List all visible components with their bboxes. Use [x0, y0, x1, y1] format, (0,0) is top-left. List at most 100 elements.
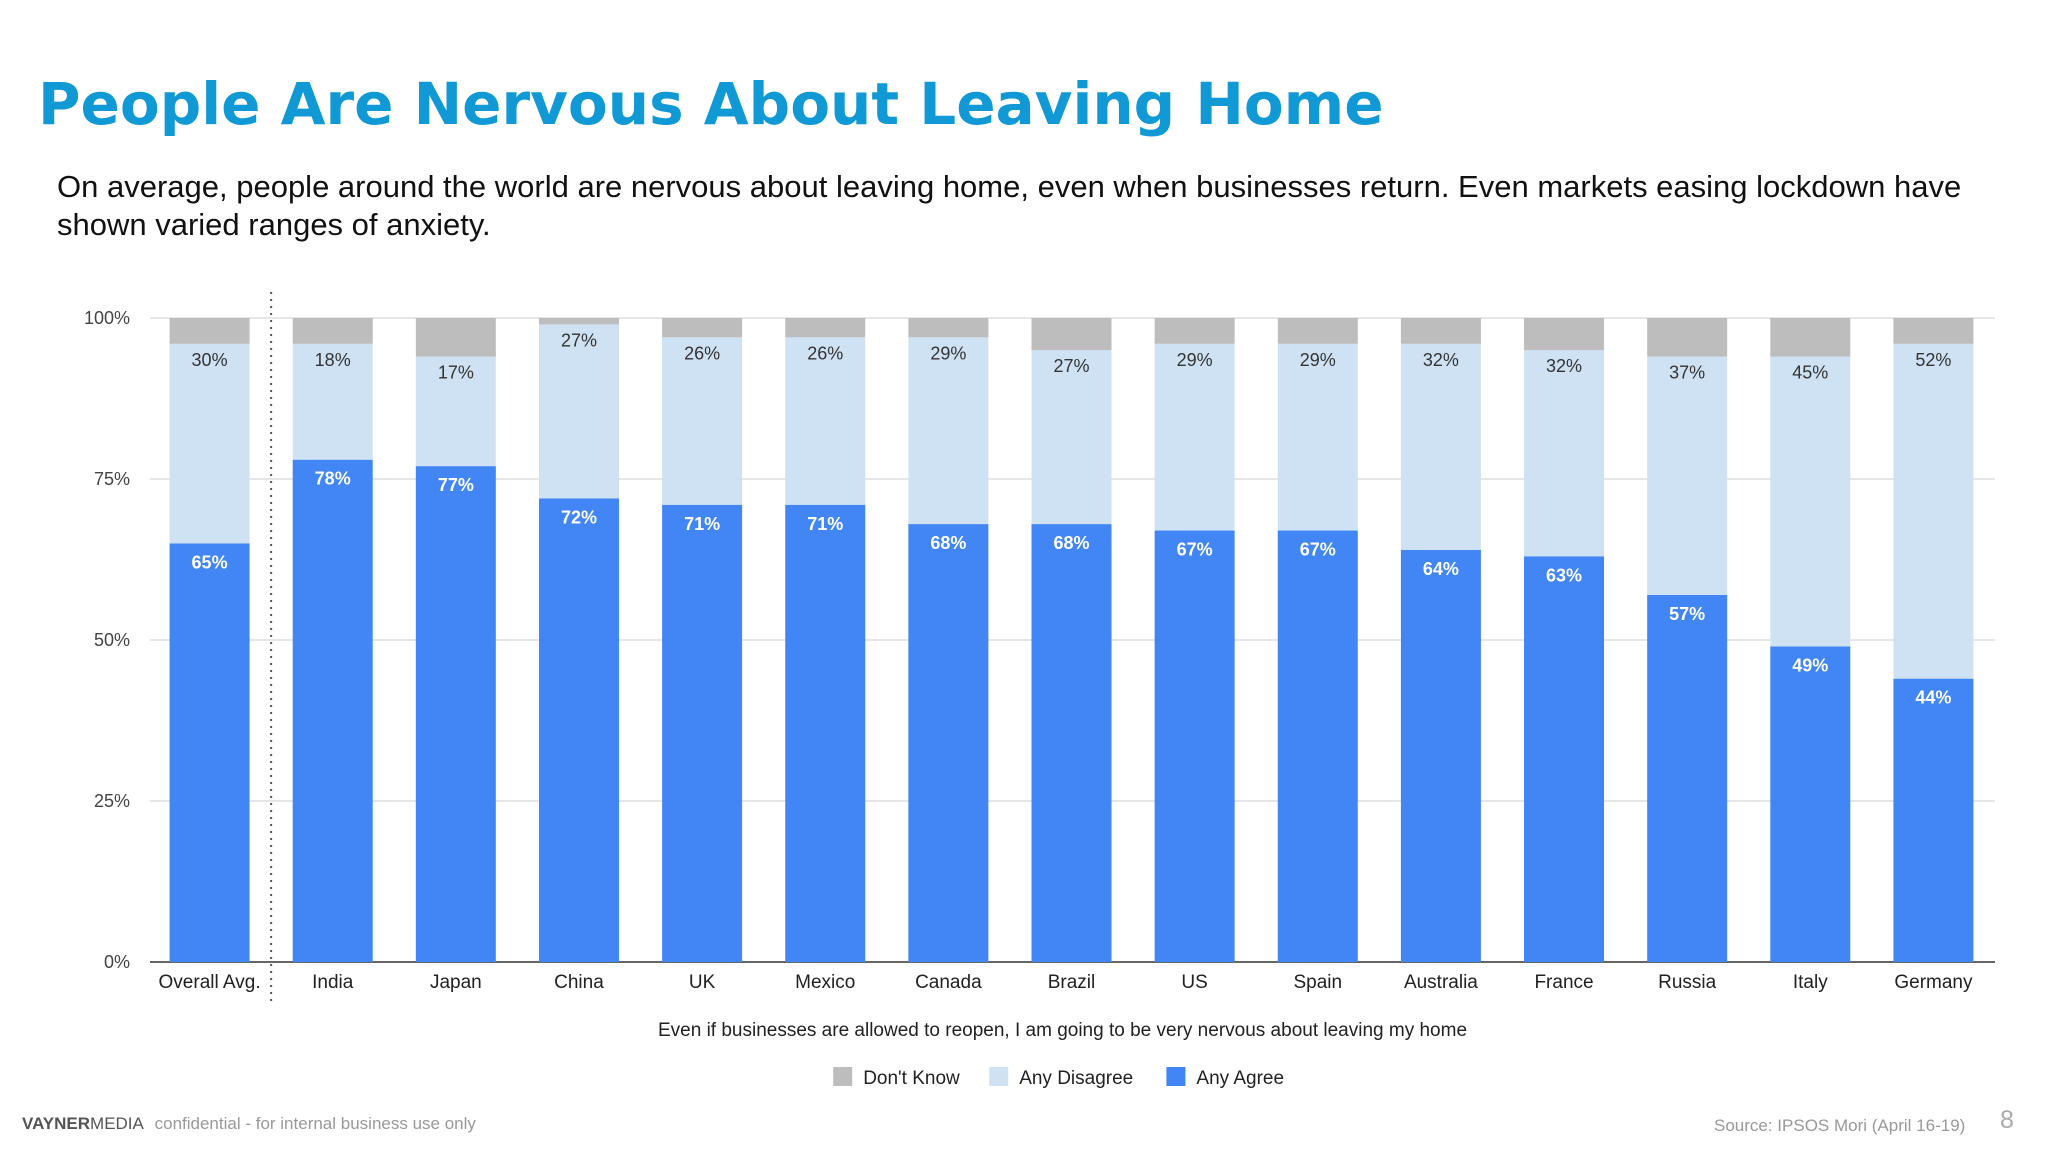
- bar-any-disagree: [662, 337, 743, 505]
- bar-any-agree: [1400, 549, 1481, 962]
- bar-don-t-know: [908, 318, 989, 338]
- bar-any-disagree: [1154, 343, 1235, 531]
- chart-container: 0% 25% 50% 75% 100% 65% 30% Overall Avg. 78% 18% I…: [40, 290, 2020, 1115]
- y-tick-label: 25%: [94, 791, 130, 811]
- data-label-agree: 65%: [192, 552, 228, 572]
- bar-don-t-know: [1770, 318, 1851, 357]
- x-tick-label: France: [1534, 972, 1593, 993]
- bar-any-disagree: [415, 356, 496, 467]
- page-title: People Are Nervous About Leaving Home: [38, 70, 1384, 138]
- bar-any-agree: [662, 504, 743, 962]
- data-label-disagree: 52%: [1915, 350, 1951, 370]
- x-tick-label: UK: [689, 972, 716, 993]
- bar-don-t-know: [538, 318, 619, 325]
- x-tick-label: Japan: [430, 972, 482, 993]
- bar-any-agree: [785, 504, 866, 962]
- bar-don-t-know: [1400, 318, 1481, 344]
- footer-confidential: VAYNERMEDIA confidential - for internal …: [22, 1114, 476, 1134]
- x-tick-label: Canada: [915, 972, 982, 993]
- bar-any-agree: [1154, 530, 1235, 962]
- data-label-agree: 71%: [807, 514, 843, 534]
- y-tick-label: 100%: [84, 308, 130, 328]
- legend-label: Any Disagree: [1019, 1068, 1133, 1089]
- bar-any-agree: [292, 459, 373, 962]
- bar-any-agree: [1277, 530, 1358, 962]
- page-subtitle: On average, people around the world are …: [57, 169, 1962, 242]
- x-tick-label: Mexico: [795, 972, 855, 993]
- data-label-disagree: 30%: [192, 350, 228, 370]
- data-label-agree: 71%: [684, 514, 720, 534]
- x-tick-label: Russia: [1658, 972, 1717, 993]
- bar-any-disagree: [1893, 343, 1974, 679]
- bar-don-t-know: [1647, 318, 1728, 357]
- data-label-agree: 57%: [1669, 604, 1705, 624]
- data-label-agree: 63%: [1546, 565, 1582, 585]
- data-label-disagree: 37%: [1669, 363, 1705, 383]
- bar-any-agree: [1647, 594, 1728, 962]
- bar-don-t-know: [292, 318, 373, 344]
- data-label-agree: 64%: [1423, 559, 1459, 579]
- bar-any-disagree: [292, 343, 373, 460]
- data-label-agree: 68%: [1053, 533, 1089, 553]
- bar-any-disagree: [538, 324, 619, 499]
- bar-any-disagree: [785, 337, 866, 505]
- x-tick-label: Germany: [1894, 972, 1973, 993]
- x-tick-label: US: [1181, 972, 1207, 993]
- bar-any-disagree: [1031, 350, 1112, 525]
- data-label-disagree: 27%: [1053, 356, 1089, 376]
- data-label-disagree: 29%: [1300, 350, 1336, 370]
- legend-swatch: [1166, 1067, 1186, 1086]
- y-tick-label: 75%: [94, 469, 130, 489]
- x-tick-label: India: [312, 972, 354, 993]
- x-tick-label: Italy: [1793, 972, 1828, 993]
- bar-any-disagree: [1524, 350, 1605, 557]
- legend-swatch: [989, 1067, 1009, 1086]
- x-tick-label: Australia: [1404, 972, 1478, 993]
- legend-label: Don't Know: [863, 1068, 960, 1089]
- bar-any-agree: [1031, 524, 1112, 962]
- data-label-disagree: 18%: [315, 350, 351, 370]
- source-note: Source: IPSOS Mori (April 16-19): [1714, 1116, 1966, 1135]
- data-label-agree: 72%: [561, 507, 597, 527]
- x-axis-title: Even if businesses are allowed to reopen…: [658, 1020, 1467, 1041]
- bar-any-disagree: [1770, 356, 1851, 647]
- bar-don-t-know: [662, 318, 743, 338]
- page-number: 8: [2000, 1106, 2014, 1134]
- bar-don-t-know: [415, 318, 496, 357]
- bar-any-disagree: [1277, 343, 1358, 531]
- data-label-disagree: 26%: [807, 343, 843, 363]
- brand-logo-light: MEDIA: [90, 1114, 144, 1133]
- bar-any-disagree: [1647, 356, 1728, 595]
- data-label-disagree: 29%: [1177, 350, 1213, 370]
- data-label-agree: 68%: [930, 533, 966, 553]
- data-label-agree: 49%: [1792, 655, 1828, 675]
- bar-any-agree: [415, 466, 496, 962]
- bar-don-t-know: [1277, 318, 1358, 344]
- bar-any-agree: [1770, 646, 1851, 962]
- brand-logo-strong: VAYNER: [22, 1114, 91, 1133]
- data-label-disagree: 32%: [1546, 356, 1582, 376]
- legend-swatch: [833, 1067, 853, 1086]
- bar-any-agree: [538, 498, 619, 962]
- x-tick-label: Spain: [1293, 972, 1342, 993]
- data-label-agree: 67%: [1177, 540, 1213, 560]
- legend-label: Any Agree: [1196, 1068, 1284, 1089]
- data-label-disagree: 32%: [1423, 350, 1459, 370]
- confidential-note: confidential - for internal business use…: [154, 1114, 476, 1133]
- bar-don-t-know: [1524, 318, 1605, 351]
- bar-don-t-know: [785, 318, 866, 338]
- data-label-disagree: 17%: [438, 363, 474, 383]
- stacked-bar-chart: 0% 25% 50% 75% 100% 65% 30% Overall Avg. 78% 18% I…: [84, 292, 1995, 1089]
- x-tick-label: Overall Avg.: [159, 972, 261, 993]
- data-label-disagree: 45%: [1792, 363, 1828, 383]
- bar-any-disagree: [1400, 343, 1481, 550]
- y-tick-label: 50%: [94, 630, 130, 650]
- data-label-agree: 67%: [1300, 540, 1336, 560]
- bar-any-agree: [1893, 678, 1974, 962]
- bar-any-agree: [169, 543, 250, 962]
- x-tick-label: Brazil: [1048, 972, 1096, 993]
- data-label-disagree: 29%: [930, 343, 966, 363]
- data-label-agree: 44%: [1915, 688, 1951, 708]
- bar-don-t-know: [1154, 318, 1235, 344]
- bar-don-t-know: [169, 318, 250, 344]
